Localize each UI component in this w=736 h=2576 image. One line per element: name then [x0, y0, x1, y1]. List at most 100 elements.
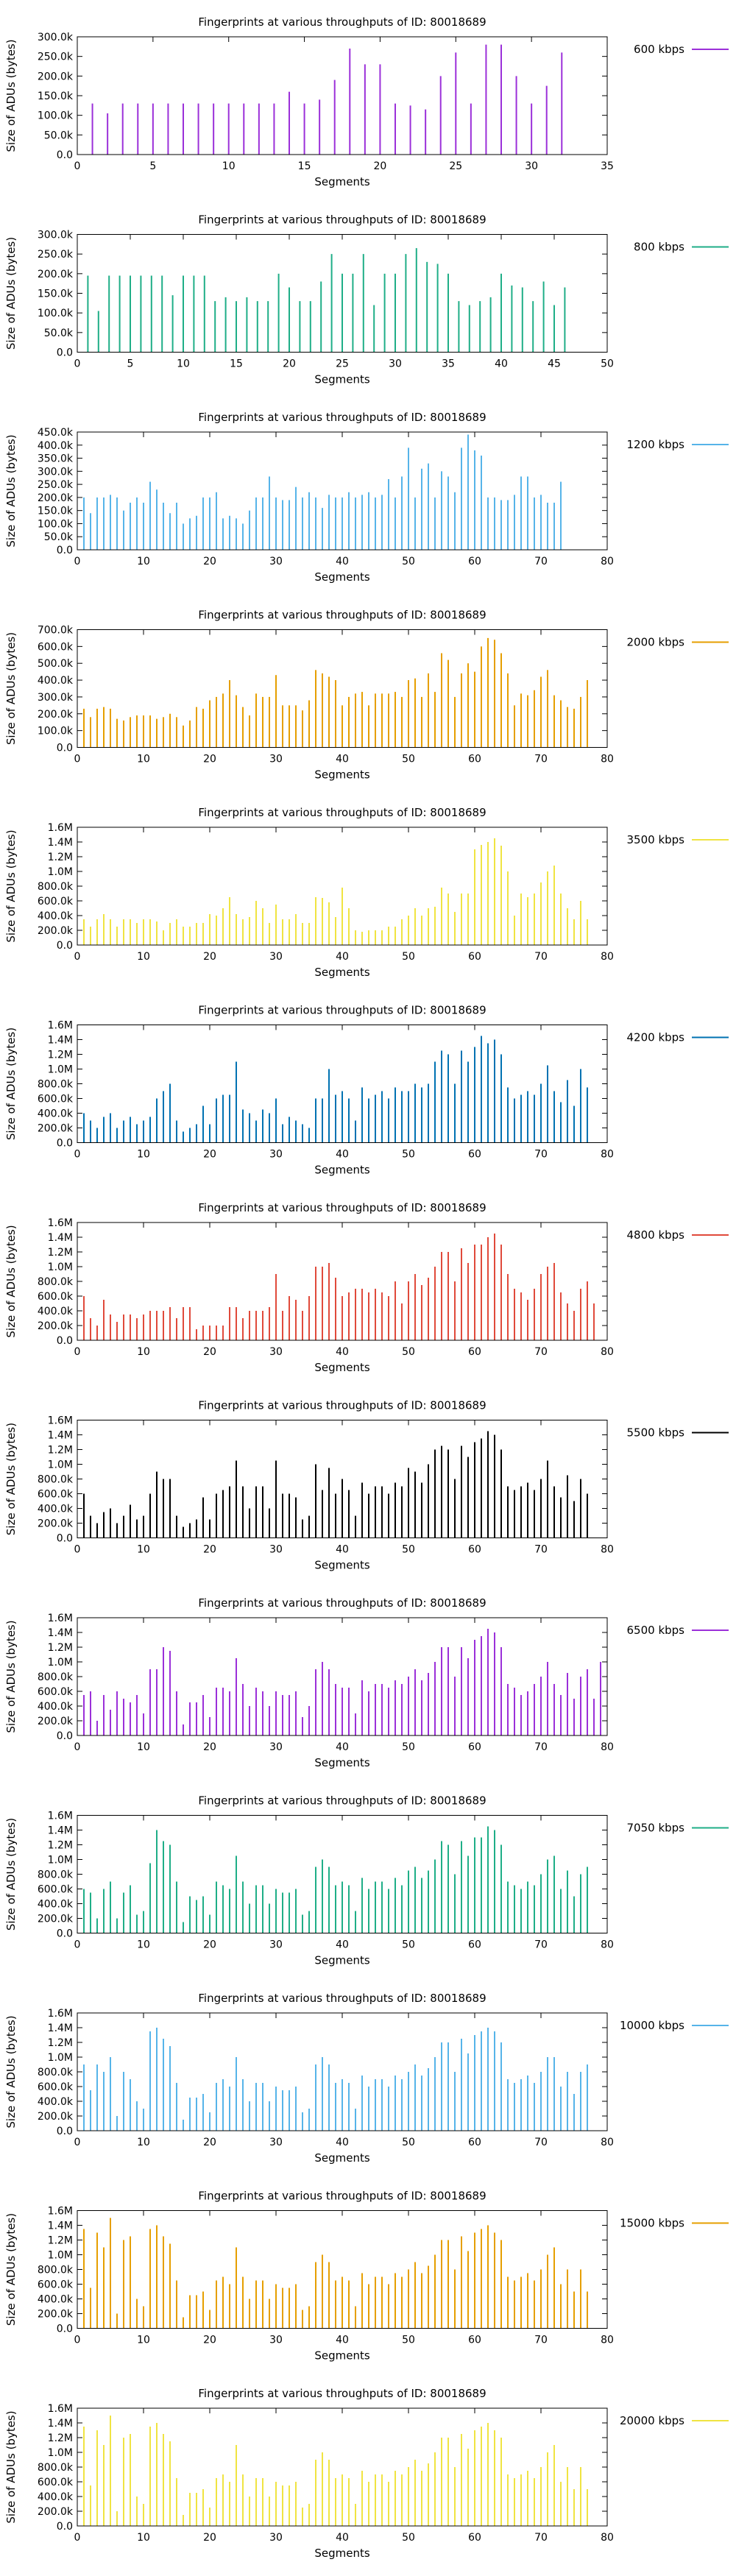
x-axis-label: Segments: [314, 2151, 370, 2165]
x-tick-label: 20: [203, 951, 216, 963]
plot-frame: [77, 1617, 608, 1736]
y-tick-label: 800.0k: [38, 1671, 74, 1683]
chart-panel: Fingerprints at various throughputs of I…: [4, 1992, 729, 2165]
y-tick-label: 1.4M: [48, 2023, 73, 2034]
y-tick-label: 400.0k: [38, 440, 74, 452]
x-tick-label: 0: [74, 754, 81, 765]
legend-label: 3500 kbps: [627, 833, 685, 846]
y-tick-label: 200.0k: [38, 492, 74, 504]
y-tick-label: 1.2M: [48, 1642, 73, 1654]
plot-frame: [77, 1222, 608, 1341]
y-tick-label: 600.0k: [38, 1884, 74, 1896]
x-tick-label: 40: [336, 2137, 349, 2148]
x-tick-label: 40: [336, 951, 349, 963]
x-tick-label: 50: [402, 951, 415, 963]
y-tick-label: 600.0k: [38, 896, 74, 907]
chart-title: Fingerprints at various throughputs of I…: [198, 2190, 486, 2203]
y-tick-label: 400.0k: [38, 1899, 74, 1911]
x-axis-label: Segments: [314, 2547, 370, 2560]
x-tick-label: 20: [203, 1741, 216, 1753]
x-tick-label: 40: [336, 2532, 349, 2544]
y-tick-label: 200.0k: [38, 2309, 74, 2321]
y-tick-label: 1.4M: [48, 1430, 73, 1442]
y-tick-label: 0.0: [57, 1730, 73, 1742]
x-tick-label: 60: [468, 1741, 481, 1753]
x-axis-label: Segments: [314, 2349, 370, 2363]
y-tick-label: 400.0k: [38, 2294, 74, 2306]
y-tick-label: 400.0k: [38, 910, 74, 922]
y-axis-label: Size of ADUs (bytes): [4, 1818, 18, 1931]
y-tick-label: 1.2M: [48, 852, 73, 863]
x-tick-label: 10: [137, 754, 150, 765]
y-tick-label: 350.0k: [38, 453, 74, 465]
x-tick-label: 10: [137, 2532, 150, 2544]
x-tick-label: 60: [468, 2137, 481, 2148]
x-tick-label: 10: [137, 1346, 150, 1358]
x-tick-label: 50: [402, 2335, 415, 2346]
y-tick-label: 0.0: [57, 1138, 73, 1150]
y-tick-label: 1.6M: [48, 1217, 73, 1229]
y-tick-label: 100.0k: [38, 110, 74, 122]
y-axis-label: Size of ADUs (bytes): [4, 2015, 18, 2128]
plot-frame: [77, 629, 608, 748]
legend-label: 2000 kbps: [627, 636, 685, 649]
x-tick-label: 30: [269, 2532, 283, 2544]
y-tick-label: 100.0k: [38, 308, 74, 319]
y-tick-label: 300.0k: [38, 466, 74, 478]
y-tick-label: 50.0k: [44, 531, 74, 543]
y-tick-label: 1.4M: [48, 1627, 73, 1639]
plot-frame: [77, 431, 608, 551]
y-tick-label: 0.0: [57, 743, 73, 754]
x-tick-label: 70: [534, 2532, 548, 2544]
chart-title: Fingerprints at various throughputs of I…: [198, 1399, 486, 1412]
legend-label: 15000 kbps: [620, 2217, 684, 2230]
x-tick-label: 45: [548, 358, 561, 370]
chart-panel: Fingerprints at various throughputs of I…: [4, 1596, 729, 1769]
x-tick-label: 70: [534, 754, 548, 765]
y-axis-label: Size of ADUs (bytes): [4, 1027, 18, 1140]
y-tick-label: 50.0k: [44, 328, 74, 339]
y-tick-label: 200.0k: [38, 1320, 74, 1332]
x-axis-label: Segments: [314, 966, 370, 979]
x-tick-label: 50: [402, 2532, 415, 2544]
y-tick-label: 0.0: [57, 2521, 73, 2533]
y-tick-label: 600.0k: [38, 1094, 74, 1105]
x-tick-label: 80: [601, 1544, 614, 1556]
y-tick-label: 200.0k: [38, 1716, 74, 1727]
chart-title: Fingerprints at various throughputs of I…: [198, 1992, 486, 2005]
x-tick-label: 80: [601, 754, 614, 765]
y-tick-label: 400.0k: [38, 1108, 74, 1120]
x-tick-label: 70: [534, 1741, 548, 1753]
x-tick-label: 40: [495, 358, 508, 370]
y-tick-label: 200.0k: [38, 925, 74, 937]
x-tick-label: 70: [534, 1939, 548, 1951]
x-axis-label: Segments: [314, 1164, 370, 1177]
x-tick-label: 0: [74, 160, 81, 172]
y-tick-label: 1.6M: [48, 2008, 73, 2020]
y-tick-label: 200.0k: [38, 1123, 74, 1135]
chart-title: Fingerprints at various throughputs of I…: [198, 1794, 486, 1808]
y-tick-label: 0.0: [57, 2126, 73, 2137]
x-tick-label: 30: [269, 1544, 283, 1556]
legend-label: 600 kbps: [634, 43, 684, 56]
y-tick-label: 800.0k: [38, 1869, 74, 1881]
y-tick-label: 250.0k: [38, 479, 74, 491]
plot-frame: [77, 234, 608, 353]
y-tick-label: 300.0k: [38, 692, 74, 704]
x-tick-label: 30: [269, 1939, 283, 1951]
legend-label: 5500 kbps: [627, 1426, 685, 1440]
y-tick-label: 1.0M: [48, 2250, 73, 2262]
y-tick-label: 200.0k: [38, 1914, 74, 1925]
plot-frame: [77, 1815, 608, 1933]
x-tick-label: 70: [534, 2137, 548, 2148]
x-tick-label: 80: [601, 1741, 614, 1753]
y-axis-label: Size of ADUs (bytes): [4, 2213, 18, 2326]
x-tick-label: 20: [203, 556, 216, 567]
y-tick-label: 700.0k: [38, 625, 74, 637]
y-tick-label: 600.0k: [38, 2279, 74, 2291]
y-tick-label: 100.0k: [38, 518, 74, 530]
x-tick-label: 60: [468, 2335, 481, 2346]
y-tick-label: 600.0k: [38, 1489, 74, 1501]
y-tick-label: 400.0k: [38, 1504, 74, 1515]
